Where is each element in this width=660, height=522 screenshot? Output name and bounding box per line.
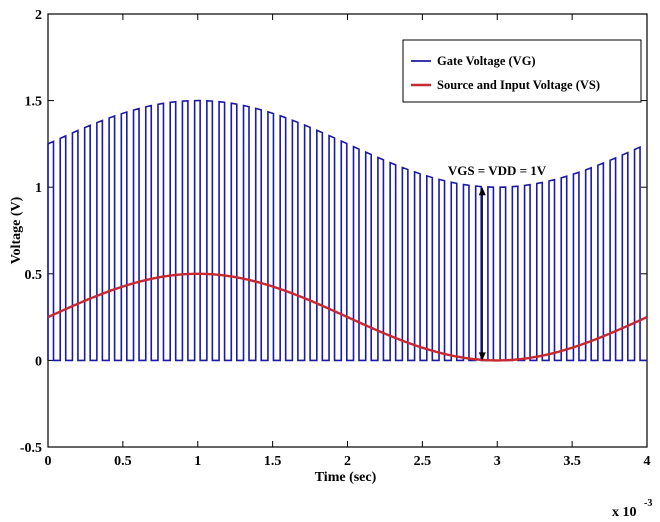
x-tick-label: 1 (194, 454, 201, 469)
y-tick-label: 1 (35, 181, 42, 196)
annotation-text: VGS = VDD = 1V (448, 163, 547, 178)
y-axis-label: Voltage (V) (9, 196, 24, 264)
x-tick-label: 0.5 (114, 454, 132, 469)
series-source-voltage (47, 272, 648, 362)
legend-box (402, 39, 642, 103)
x-tick-label: 0 (45, 454, 52, 469)
annotation-arrow-head-up (478, 187, 486, 196)
x-tick-label: 2 (344, 454, 351, 469)
y-tick-label: 0.5 (25, 268, 43, 283)
x-tick-label: 2.5 (414, 454, 432, 469)
y-tick-label: -0.5 (20, 441, 42, 456)
legend-label-gate-voltage: Gate Voltage (VG) (437, 54, 536, 68)
x-tick-label: 3.5 (563, 454, 581, 469)
x-axis-exponent-label: x 10 (612, 505, 637, 520)
annotation-arrow-head-down (478, 352, 486, 361)
y-tick-label: 1.5 (25, 95, 43, 110)
x-axis-label: Time (sec) (315, 470, 377, 485)
x-tick-label: 1.5 (264, 454, 282, 469)
x-tick-label: 4 (644, 454, 651, 469)
y-tick-label: 0 (35, 354, 42, 369)
y-tick-label: 2 (35, 8, 42, 23)
x-tick-label: 3 (494, 454, 501, 469)
x-axis-exponent-power: -3 (644, 498, 652, 509)
series-gate-voltage (47, 99, 647, 362)
legend-label-source-voltage: Source and Input Voltage (VS) (437, 78, 600, 92)
